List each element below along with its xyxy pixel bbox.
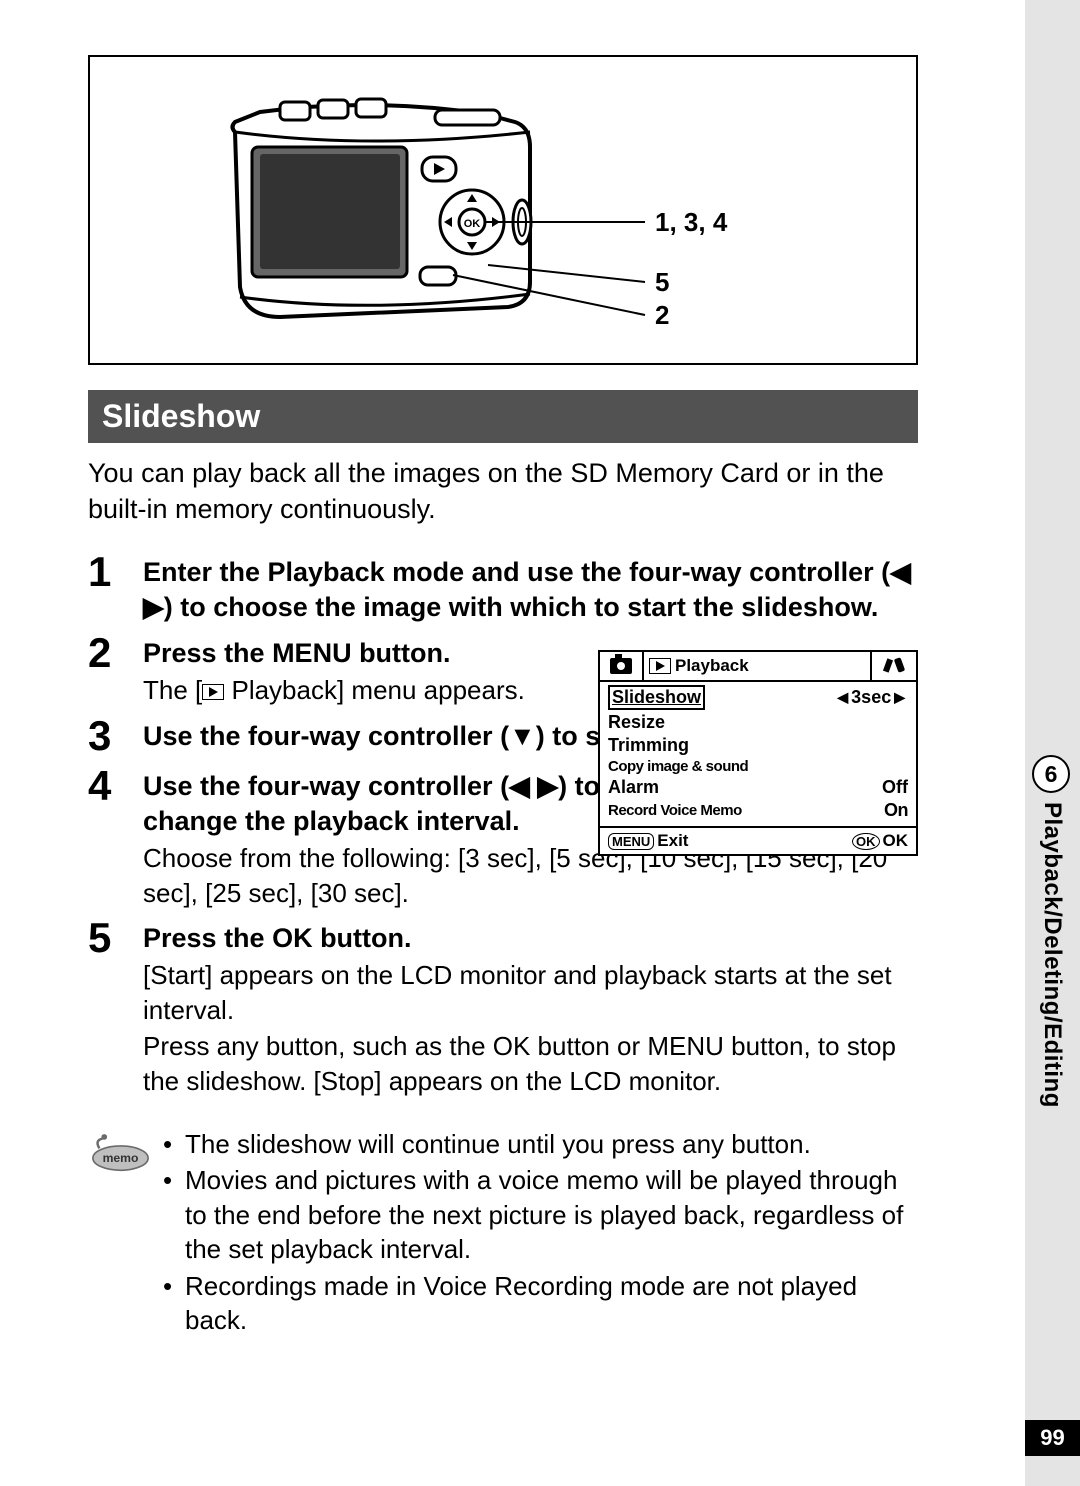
menu-row-copy: Copy image & sound: [600, 757, 916, 776]
memo-item-2: Movies and pictures with a voice memo wi…: [185, 1163, 918, 1267]
tab-camera: [600, 652, 644, 680]
section-title: Slideshow: [88, 390, 918, 443]
callout-134: 1, 3, 4: [655, 207, 727, 238]
tab-playback-label: Playback: [675, 656, 749, 676]
step-5-number: 5: [88, 916, 143, 1098]
callout-5: 5: [655, 267, 669, 298]
ok-button-label: OK: [852, 833, 880, 850]
menu-ok-label: OK: [883, 831, 909, 850]
intro-text: You can play back all the images on the …: [88, 455, 918, 528]
step-3-number: 3: [88, 714, 143, 758]
chapter-number: 6: [1032, 755, 1070, 793]
memo-item-3: Recordings made in Voice Recording mode …: [185, 1269, 918, 1338]
step-1-number: 1: [88, 550, 143, 625]
playback-icon: [649, 658, 671, 674]
setup-icon: [883, 657, 905, 675]
camera-diagram: OK 1, 3, 4 5 2: [88, 55, 918, 365]
tab-setup: [872, 652, 916, 680]
step-5-text2: Press any button, such as the OK button …: [143, 1029, 918, 1098]
svg-text:memo: memo: [103, 1151, 139, 1165]
menu-exit-label: Exit: [657, 831, 688, 850]
side-strip: [1025, 0, 1080, 1486]
menu-slideshow-value: 3sec: [851, 687, 891, 708]
menu-slideshow-label: Slideshow: [608, 685, 705, 710]
page-number: 99: [1025, 1420, 1080, 1456]
step-4-number: 4: [88, 764, 143, 910]
arrow-right-icon: ▶: [891, 689, 908, 706]
menu-footer: MENUExit OKOK: [600, 826, 916, 854]
arrow-left-icon: ◀: [834, 689, 851, 706]
menu-row-trimming: Trimming: [600, 734, 916, 757]
memo-icon: memo: [88, 1127, 163, 1340]
camera-icon: OK: [210, 72, 550, 352]
menu-row-resize: Resize: [600, 711, 916, 734]
callout-2: 2: [655, 300, 669, 331]
svg-text:OK: OK: [464, 218, 481, 230]
step-5-title: Press the OK button.: [143, 921, 918, 956]
step-5-text1: [Start] appears on the LCD monitor and p…: [143, 958, 918, 1027]
playback-icon: [202, 684, 224, 700]
memo-item-1: The slideshow will continue until you pr…: [185, 1127, 811, 1162]
menu-button-label: MENU: [608, 833, 654, 850]
menu-row-slideshow: Slideshow ◀ 3sec ▶: [600, 684, 916, 711]
menu-row-recordvm: Record Voice MemoOn: [600, 799, 916, 822]
step-2-number: 2: [88, 631, 143, 708]
camera-icon: [610, 658, 632, 674]
memo-block: memo •The slideshow will continue until …: [88, 1127, 918, 1340]
playback-menu-screenshot: Playback Slideshow ◀ 3sec ▶ Resize Trimm…: [598, 650, 918, 856]
section-tab: Playback/Deleting/Editing: [1038, 802, 1066, 1108]
step-4-title: Use the four-way controller (◀ ▶) to cha…: [143, 769, 613, 839]
tab-playback: Playback: [644, 652, 872, 680]
step-1-title: Enter the Playback mode and use the four…: [143, 555, 918, 625]
menu-row-alarm: AlarmOff: [600, 776, 916, 799]
